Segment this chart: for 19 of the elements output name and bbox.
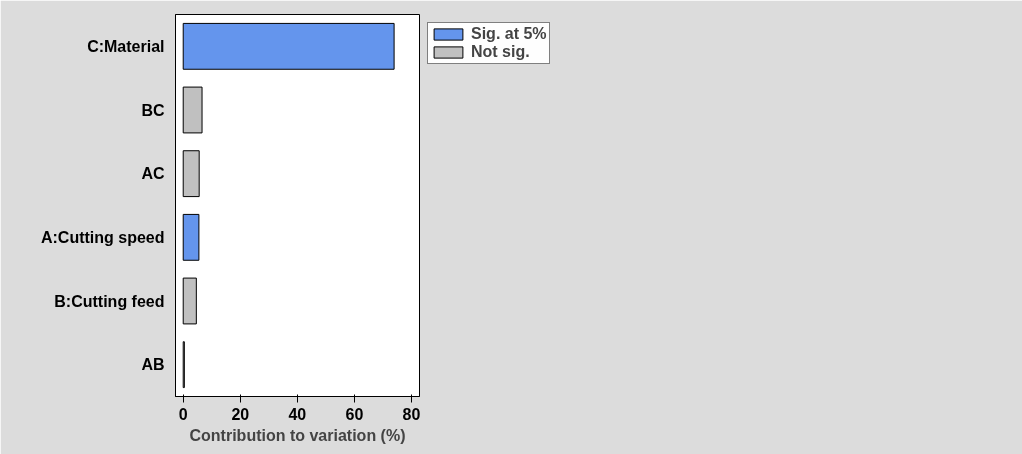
bar	[182, 22, 395, 70]
bar	[182, 86, 203, 134]
y-tick-label: B:Cutting feed	[54, 292, 165, 310]
x-tick-label: 80	[402, 405, 421, 423]
bar	[182, 213, 200, 261]
y-tick-label: AB	[141, 356, 165, 374]
bar	[182, 150, 200, 198]
x-axis-title: Contribution to variation (%)	[189, 426, 406, 444]
legend-label: Not sig.	[471, 43, 530, 61]
x-tick-label: 0	[178, 405, 188, 423]
y-tick-label: BC	[141, 101, 165, 119]
y-tick-label: AC	[141, 165, 165, 183]
y-tick-label: C:Material	[87, 37, 165, 55]
x-tick-label: 40	[288, 405, 307, 423]
legend-label: Sig. at 5%	[471, 25, 547, 43]
x-tick-label: 60	[345, 405, 364, 423]
y-tick-label: A:Cutting speed	[40, 228, 165, 246]
x-tick-label: 20	[231, 405, 250, 423]
bar	[182, 277, 197, 325]
